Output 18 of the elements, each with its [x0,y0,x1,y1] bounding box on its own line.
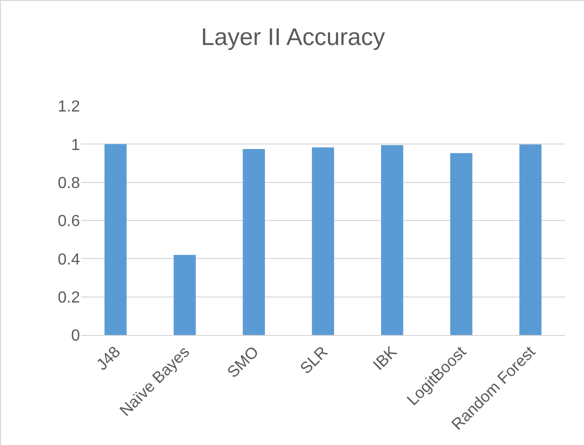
y-tick-label: 0.6 [58,213,80,230]
bar [174,254,196,335]
y-tick-label: 0.4 [58,251,80,268]
bar [519,144,542,335]
bar [312,147,334,335]
bar [104,144,127,335]
bar [450,153,472,335]
x-tick-label: IBK [370,343,401,374]
x-tick-label: SLR [297,344,332,378]
y-tick-label: 1 [71,136,80,154]
bar [381,145,404,335]
y-tick-label: 0 [71,328,80,345]
y-tick-label: 1.2 [58,98,80,116]
y-tick-label: 0.8 [58,174,80,192]
x-tick-label: J48 [94,344,124,374]
chart-title: Layer II Accuracy [200,24,386,51]
y-tick-label: 0.2 [58,289,80,306]
bar [242,148,265,335]
